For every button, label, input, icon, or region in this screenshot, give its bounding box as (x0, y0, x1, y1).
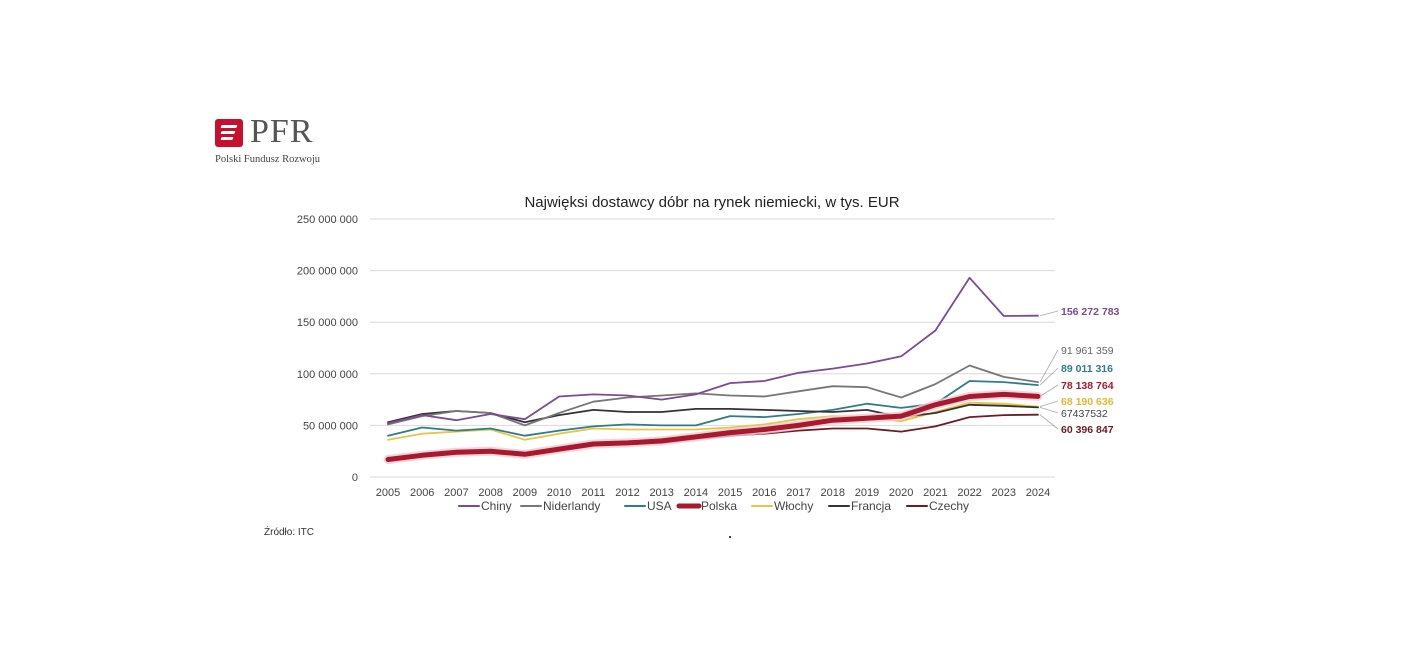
end-value-label-polska: 78 138 764 (1061, 380, 1114, 392)
x-tick-label: 2009 (513, 487, 537, 499)
end-value-label-niderlandy: 91 961 359 (1061, 345, 1114, 357)
leader-line (1039, 414, 1059, 430)
x-tick-label: 2013 (649, 487, 673, 499)
x-tick-label: 2014 (684, 487, 708, 499)
series-line-chiny (387, 276, 1039, 425)
pfr-logo: PFR Polski Fundusz Rozwoju (215, 113, 355, 168)
end-value-label-chiny: 156 272 783 (1061, 306, 1120, 318)
leader-line (1039, 349, 1059, 383)
legend-label-usa: USA (647, 499, 672, 513)
x-tick-label: 2022 (957, 487, 981, 499)
x-tick-label: 2023 (992, 487, 1016, 499)
legend-label-niderlandy: Niderlandy (543, 499, 600, 513)
x-tick-label: 2010 (547, 487, 571, 499)
x-tick-label: 2011 (581, 487, 605, 499)
x-tick-label: 2015 (718, 487, 742, 499)
x-tick-label: 2005 (376, 487, 400, 499)
leader-line (1039, 384, 1059, 397)
source-note: Źródło: ITC (264, 527, 315, 538)
logo-name: PFR (250, 113, 314, 150)
series-line-niderlandy (387, 364, 1039, 427)
y-tick-label: 0 (352, 472, 358, 484)
x-tick-label: 2020 (889, 487, 913, 499)
x-tick-label: 2006 (410, 487, 434, 499)
y-tick-label: 100 000 000 (297, 369, 358, 381)
legend-label-francja: Francja (851, 499, 891, 513)
legend-label-wlochy: Włochy (774, 499, 813, 513)
chart-title: Najwięksi dostawcy dóbr na rynek niemiec… (524, 194, 899, 211)
leader-line (1039, 400, 1059, 408)
end-value-label-czechy: 60 396 847 (1061, 424, 1114, 436)
y-tick-label: 150 000 000 (297, 317, 358, 329)
end-value-label-francja: 67437532 (1061, 408, 1108, 420)
x-tick-label: 2017 (786, 487, 810, 499)
y-tick-label: 50 000 000 (303, 420, 358, 432)
x-tick-label: 2012 (615, 487, 639, 499)
dot-mark (729, 536, 731, 538)
x-tick-label: 2021 (923, 487, 947, 499)
y-tick-label: 250 000 000 (297, 214, 358, 226)
legend-label-polska: Polska (701, 499, 737, 513)
x-tick-label: 2008 (478, 487, 502, 499)
end-value-label-usa: 89 011 316 (1061, 363, 1113, 375)
y-tick-label: 200 000 000 (297, 266, 358, 278)
leader-line (1039, 407, 1059, 414)
leader-line (1039, 367, 1059, 386)
x-tick-label: 2019 (855, 487, 879, 499)
series-line-polska (385, 391, 1041, 462)
leader-line (1039, 310, 1059, 317)
x-tick-label: 2018 (820, 487, 844, 499)
pfr-logo-icon (215, 119, 243, 147)
x-tick-label: 2007 (444, 487, 468, 499)
logo-subtitle: Polski Fundusz Rozwoju (215, 154, 321, 165)
legend-label-czechy: Czechy (929, 499, 969, 513)
end-value-label-wlochy: 68 190 636 (1061, 396, 1114, 408)
x-tick-label: 2024 (1026, 487, 1050, 499)
x-tick-label: 2016 (752, 487, 776, 499)
legend-label-chiny: Chiny (481, 499, 512, 513)
